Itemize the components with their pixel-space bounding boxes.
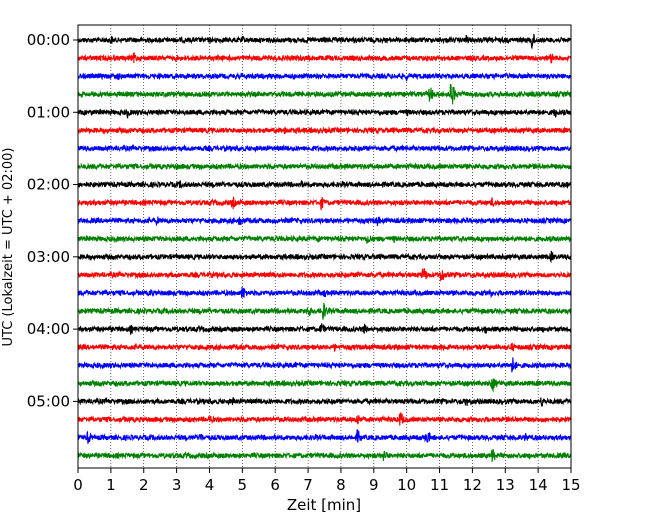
x-tick-label: 9	[369, 476, 379, 494]
seismogram-traces	[77, 33, 572, 462]
y-axis-label: UTC (Lokalzeit = UTC + 02:00)	[1, 148, 16, 347]
x-axis-ticks: 0 1 2 3 4 5 6 7 8 9 10 11 12 13 14 15	[73, 468, 581, 494]
y-tick-label: 02:00	[27, 176, 70, 194]
seismogram-trace	[77, 33, 572, 50]
x-tick-label: 15	[561, 476, 580, 494]
seismogram-trace	[77, 448, 572, 462]
x-tick-label: 12	[463, 476, 482, 494]
x-tick-label: 6	[270, 476, 280, 494]
seismogram-trace	[77, 180, 572, 189]
x-tick-label: 3	[172, 476, 182, 494]
x-tick-label: 10	[397, 476, 416, 494]
x-tick-label: 14	[529, 476, 548, 494]
y-tick-label: 00:00	[27, 31, 70, 49]
x-tick-label: 7	[303, 476, 313, 494]
x-tick-label: 1	[106, 476, 116, 494]
y-tick-label: 05:00	[27, 392, 70, 410]
seismogram-trace	[77, 429, 572, 444]
plot-frame	[77, 24, 572, 469]
seismogram-trace	[77, 196, 572, 211]
seismogram-trace	[77, 52, 572, 64]
x-tick-label: 11	[430, 476, 449, 494]
seismogram-trace	[77, 162, 572, 171]
seismogram-trace	[77, 216, 572, 227]
seismogram-trace	[77, 234, 572, 244]
grid-lines	[110, 25, 539, 468]
seismogram-trace	[77, 378, 572, 393]
seismogram-trace	[77, 396, 572, 407]
x-axis-label: Zeit [min]	[287, 496, 361, 514]
seismogram-trace	[77, 84, 572, 105]
y-tick-label: 01:00	[27, 103, 70, 121]
seismogram-trace	[77, 143, 572, 153]
x-tick-label: 4	[205, 476, 215, 494]
x-tick-label: 0	[73, 476, 83, 494]
seismogram-trace	[77, 286, 572, 299]
seismogram-trace	[77, 71, 572, 82]
x-tick-label: 2	[139, 476, 149, 494]
x-tick-label: 13	[496, 476, 515, 494]
seismogram-trace	[77, 357, 572, 373]
x-tick-label: 8	[336, 476, 346, 494]
y-tick-label: 03:00	[27, 248, 70, 266]
seismogram-trace	[77, 125, 572, 135]
y-tick-label: 04:00	[27, 320, 70, 338]
x-tick-label: 5	[238, 476, 248, 494]
seismogram-trace	[77, 302, 572, 320]
y-axis-ticks: 00:00 01:00 02:00 03:00 04:00 05:00	[27, 31, 78, 410]
seismogram-trace	[77, 412, 572, 426]
seismogram-trace	[77, 250, 572, 264]
seismogram-trace	[77, 268, 572, 282]
seismogram-trace	[77, 323, 572, 335]
seismogram-trace	[77, 108, 572, 119]
seismogram-trace	[77, 342, 572, 353]
